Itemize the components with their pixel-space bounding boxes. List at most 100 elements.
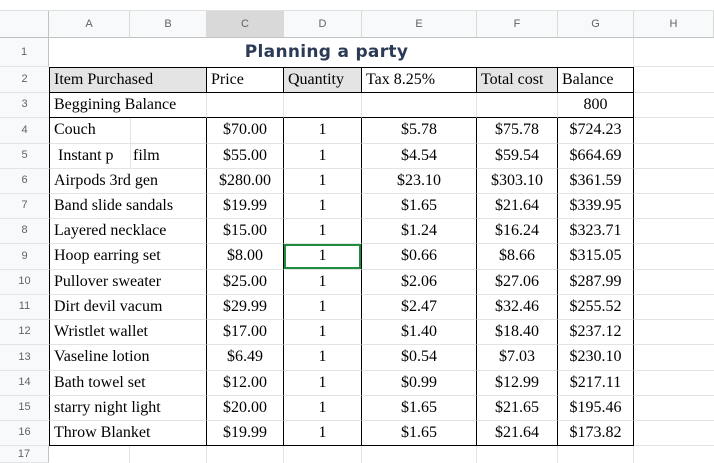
cell-price-r11[interactable]: $29.99 bbox=[207, 295, 284, 320]
cell-total-r16[interactable]: $21.64 bbox=[477, 421, 558, 446]
cell-h2[interactable] bbox=[634, 67, 714, 93]
cell-qty-r11[interactable]: 1 bbox=[284, 295, 362, 320]
cell-qty-r8[interactable]: 1 bbox=[284, 219, 362, 244]
cell-price-r12[interactable]: $17.00 bbox=[207, 320, 284, 345]
column-header-a[interactable]: A bbox=[49, 11, 130, 38]
cell-tax-r4[interactable]: $5.78 bbox=[362, 118, 477, 144]
column-header-d[interactable]: D bbox=[284, 11, 362, 38]
cell-c17[interactable] bbox=[207, 446, 284, 463]
cell-item-r13[interactable]: Vaseline lotion bbox=[49, 345, 207, 371]
cell-qty-r10[interactable]: 1 bbox=[284, 270, 362, 295]
cell-h-r16[interactable] bbox=[634, 421, 714, 446]
cell-total-r14[interactable]: $12.99 bbox=[477, 371, 558, 396]
cell-tax-r8[interactable]: $1.24 bbox=[362, 219, 477, 244]
cell-price-r6[interactable]: $280.00 bbox=[207, 169, 284, 194]
cell-e17[interactable] bbox=[362, 446, 477, 463]
cell-total-r6[interactable]: $303.10 bbox=[477, 169, 558, 194]
row-header-4[interactable]: 4 bbox=[0, 118, 49, 144]
cell-tax-r10[interactable]: $2.06 bbox=[362, 270, 477, 295]
select-all-corner[interactable] bbox=[0, 11, 49, 38]
cell-item-r7[interactable]: Band slide sandals bbox=[49, 194, 207, 219]
cell-h3[interactable] bbox=[634, 93, 714, 118]
cell-price-r4[interactable]: $70.00 bbox=[207, 118, 284, 144]
cell-balance-r16[interactable]: $173.82 bbox=[558, 421, 634, 446]
row-header-12[interactable]: 12 bbox=[0, 320, 49, 345]
cell-qty-r13[interactable]: 1 bbox=[284, 345, 362, 371]
cell-total-r8[interactable]: $16.24 bbox=[477, 219, 558, 244]
cell-a17[interactable] bbox=[49, 446, 130, 463]
cell-e3[interactable] bbox=[362, 93, 477, 118]
cell-h-r12[interactable] bbox=[634, 320, 714, 345]
cell-total-r4[interactable]: $75.78 bbox=[477, 118, 558, 144]
cell-qty-r7[interactable]: 1 bbox=[284, 194, 362, 219]
row-header-15[interactable]: 15 bbox=[0, 396, 49, 421]
row-header-7[interactable]: 7 bbox=[0, 194, 49, 219]
cell-g17[interactable] bbox=[558, 446, 634, 463]
cell-total-r13[interactable]: $7.03 bbox=[477, 345, 558, 371]
cell-tax-r12[interactable]: $1.40 bbox=[362, 320, 477, 345]
selected-cell-d9[interactable]: 1 bbox=[284, 244, 362, 270]
cell-balance-r7[interactable]: $339.95 bbox=[558, 194, 634, 219]
cell-price-r10[interactable]: $25.00 bbox=[207, 270, 284, 295]
cell-price-r16[interactable]: $19.99 bbox=[207, 421, 284, 446]
title-cell[interactable]: Planning a party bbox=[49, 38, 634, 67]
cell-price-r7[interactable]: $19.99 bbox=[207, 194, 284, 219]
cell-balance-r15[interactable]: $195.46 bbox=[558, 396, 634, 421]
header-cell-quantity[interactable]: Quantity bbox=[284, 67, 362, 93]
cell-qty-r16[interactable]: 1 bbox=[284, 421, 362, 446]
cell-qty-r14[interactable]: 1 bbox=[284, 371, 362, 396]
cell-h-r4[interactable] bbox=[634, 118, 714, 144]
cell-price-r13[interactable]: $6.49 bbox=[207, 345, 284, 371]
row-header-8[interactable]: 8 bbox=[0, 219, 49, 244]
cell-h17[interactable] bbox=[634, 446, 714, 463]
header-cell-balance[interactable]: Balance bbox=[558, 67, 634, 93]
cell-item-r12[interactable]: Wristlet wallet bbox=[49, 320, 207, 345]
cell-h-r14[interactable] bbox=[634, 371, 714, 396]
cell-total-r9[interactable]: $8.66 bbox=[477, 244, 558, 270]
cell-total-r11[interactable]: $32.46 bbox=[477, 295, 558, 320]
row-header-10[interactable]: 10 bbox=[0, 270, 49, 295]
cell-g3-starting-balance[interactable]: 800 bbox=[558, 93, 634, 118]
column-header-h[interactable]: H bbox=[634, 11, 714, 38]
cell-item-r6[interactable]: Airpods 3rd gen bbox=[49, 169, 207, 194]
cell-item-r10[interactable]: Pullover sweater bbox=[49, 270, 207, 295]
cell-d17[interactable] bbox=[284, 446, 362, 463]
cell-price-r14[interactable]: $12.00 bbox=[207, 371, 284, 396]
cell-h-r6[interactable] bbox=[634, 169, 714, 194]
cell-item-r14[interactable]: Bath towel set bbox=[49, 371, 207, 396]
cell-h-r9[interactable] bbox=[634, 244, 714, 270]
cell-tax-r14[interactable]: $0.99 bbox=[362, 371, 477, 396]
column-header-e[interactable]: E bbox=[362, 11, 477, 38]
cell-tax-r6[interactable]: $23.10 bbox=[362, 169, 477, 194]
column-header-f[interactable]: F bbox=[477, 11, 558, 38]
row-header-6[interactable]: 6 bbox=[0, 169, 49, 194]
cell-balance-r14[interactable]: $217.11 bbox=[558, 371, 634, 396]
cell-qty-r4[interactable]: 1 bbox=[284, 118, 362, 144]
column-header-c[interactable]: C bbox=[207, 11, 284, 38]
cell-balance-r12[interactable]: $237.12 bbox=[558, 320, 634, 345]
row-header-16[interactable]: 16 bbox=[0, 421, 49, 446]
column-header-b[interactable]: B bbox=[130, 11, 207, 38]
cell-total-r5[interactable]: $59.54 bbox=[477, 144, 558, 169]
cell-price-r9[interactable]: $8.00 bbox=[207, 244, 284, 270]
cell-balance-r5[interactable]: $664.69 bbox=[558, 144, 634, 169]
cell-b17[interactable] bbox=[130, 446, 207, 463]
cell-item-r8[interactable]: Layered necklace bbox=[49, 219, 207, 244]
row-header-3[interactable]: 3 bbox=[0, 93, 49, 118]
cell-price-r15[interactable]: $20.00 bbox=[207, 396, 284, 421]
cell-h-r5[interactable] bbox=[634, 144, 714, 169]
row-header-17[interactable]: 17 bbox=[0, 446, 49, 463]
cell-c3[interactable] bbox=[207, 93, 284, 118]
cell-balance-r9[interactable]: $315.05 bbox=[558, 244, 634, 270]
cell-h-r8[interactable] bbox=[634, 219, 714, 244]
row-header-2[interactable]: 2 bbox=[0, 67, 49, 93]
cell-item-r9[interactable]: Hoop earring set bbox=[49, 244, 207, 270]
cell-h-r10[interactable] bbox=[634, 270, 714, 295]
cell-total-r10[interactable]: $27.06 bbox=[477, 270, 558, 295]
cell-beginning-balance[interactable]: Beggining Balance bbox=[49, 93, 207, 118]
cell-qty-r6[interactable]: 1 bbox=[284, 169, 362, 194]
cell-tax-r13[interactable]: $0.54 bbox=[362, 345, 477, 371]
header-cell-tax[interactable]: Tax 8.25% bbox=[362, 67, 477, 93]
cell-tax-r5[interactable]: $4.54 bbox=[362, 144, 477, 169]
cell-item-r4[interactable]: Couch bbox=[49, 118, 207, 144]
